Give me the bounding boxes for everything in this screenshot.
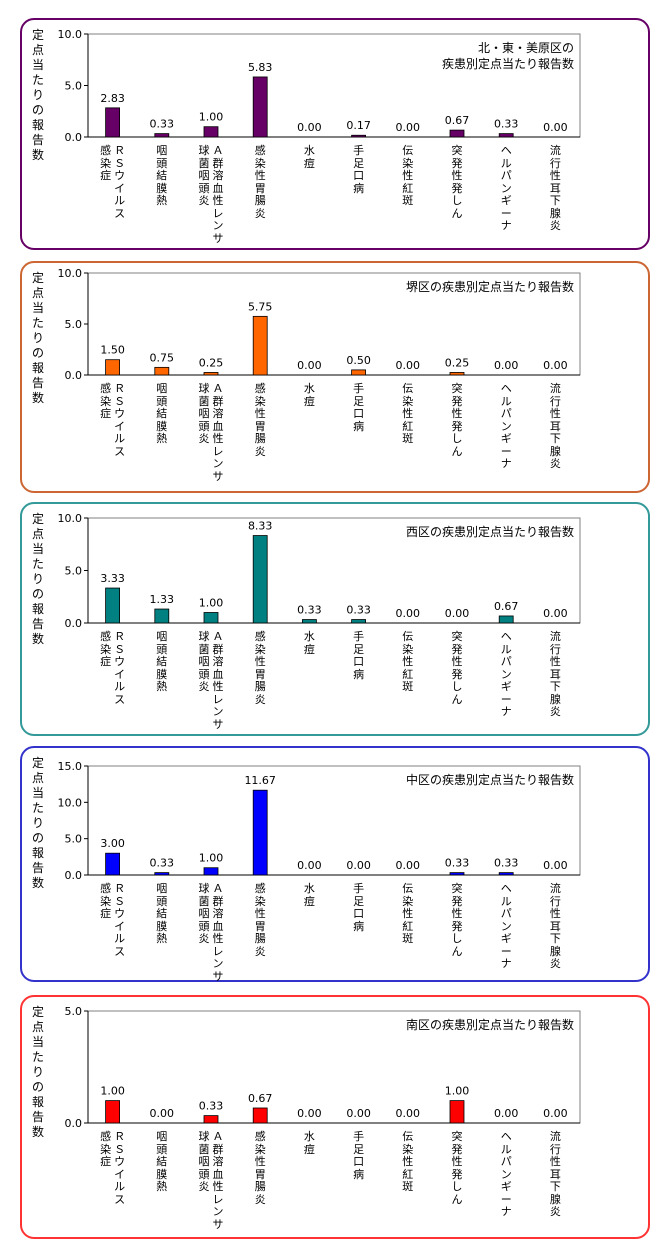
- y-axis-label: 定点当たりの報告数: [31, 1005, 44, 1139]
- x-category-label: ヘルパンギーナ: [500, 1130, 512, 1218]
- x-category-label: Ａ群溶血性レンサ: [212, 882, 224, 983]
- x-category-label: 球菌咽頭炎: [198, 144, 210, 207]
- x-category-label: 水痘: [303, 630, 315, 656]
- chart-title: 西区の疾患別定点当たり報告数: [405, 525, 574, 539]
- y-axis-label: 定点当たりの報告数: [31, 271, 44, 405]
- x-category-label: 手足口病: [353, 1130, 365, 1181]
- x-category-label: 咽頭結膜熱: [156, 882, 168, 945]
- x-category-label: ヘルパンギーナ: [500, 144, 512, 232]
- x-category-label: 感染症: [100, 630, 112, 668]
- x-category-label: ヘルパンギーナ: [500, 882, 512, 970]
- x-category-label: ＲＳウイルス: [114, 630, 126, 706]
- x-category-label: 感染性胃腸炎: [254, 882, 266, 958]
- x-category-label: 流行性耳下腺炎: [549, 1130, 561, 1218]
- x-category-label: 咽頭結膜熱: [156, 144, 168, 207]
- x-category-label: Ａ群溶血性レンサ: [212, 382, 224, 483]
- x-category-label: 突発性発しん: [451, 630, 463, 706]
- x-category-label: ＲＳウイルス: [114, 882, 126, 958]
- x-category-label: 水痘: [303, 882, 315, 908]
- x-category-label: 感染性胃腸炎: [254, 1130, 266, 1206]
- x-category-label: Ａ群溶血性レンサ: [212, 630, 224, 731]
- y-axis-label: 定点当たりの報告数: [31, 756, 44, 890]
- x-category-label: 咽頭結膜熱: [156, 382, 168, 445]
- x-category-label: 球菌咽頭炎: [198, 1130, 210, 1193]
- x-category-label: 球菌咽頭炎: [198, 882, 210, 945]
- x-category-label: 手足口病: [353, 382, 365, 433]
- x-category-label: 水痘: [303, 382, 315, 408]
- chart-title: 堺区の疾患別定点当たり報告数: [405, 280, 574, 294]
- x-category-label: 伝染性紅斑: [402, 382, 414, 445]
- x-category-label: Ａ群溶血性レンサ: [212, 144, 224, 245]
- x-category-label: 伝染性紅斑: [402, 144, 414, 207]
- x-category-label: 感染性胃腸炎: [254, 382, 266, 458]
- x-category-label: ＲＳウイルス: [114, 144, 126, 220]
- chart-title: 北・東・美原区の 疾患別定点当たり報告数: [441, 41, 574, 71]
- x-category-label: 感染性胃腸炎: [254, 630, 266, 706]
- chart-title: 南区の疾患別定点当たり報告数: [405, 1018, 574, 1032]
- y-axis-label: 定点当たりの報告数: [31, 512, 44, 646]
- x-category-label: 手足口病: [353, 630, 365, 681]
- x-category-label: 感染性胃腸炎: [254, 144, 266, 220]
- x-category-label: 伝染性紅斑: [402, 630, 414, 693]
- x-category-label: 球菌咽頭炎: [198, 630, 210, 693]
- x-category-label: 突発性発しん: [451, 382, 463, 458]
- x-category-label: ＲＳウイルス: [114, 1130, 126, 1206]
- x-category-label: 咽頭結膜熱: [156, 630, 168, 693]
- x-category-label: 手足口病: [353, 882, 365, 933]
- x-category-label: 突発性発しん: [451, 1130, 463, 1206]
- x-category-label: 感染症: [100, 144, 112, 182]
- x-category-label: 水痘: [303, 144, 315, 170]
- x-category-label: Ａ群溶血性レンサ: [212, 1130, 224, 1231]
- x-category-label: 流行性耳下腺炎: [549, 630, 561, 718]
- x-category-label: ＲＳウイルス: [114, 382, 126, 458]
- x-category-label: 咽頭結膜熱: [156, 1130, 168, 1193]
- x-category-label: 伝染性紅斑: [402, 882, 414, 945]
- x-category-label: 手足口病: [353, 144, 365, 195]
- x-category-label: ヘルパンギーナ: [500, 630, 512, 718]
- x-category-label: 流行性耳下腺炎: [549, 144, 561, 232]
- x-category-label: 流行性耳下腺炎: [549, 882, 561, 970]
- x-category-label: 突発性発しん: [451, 882, 463, 958]
- x-category-label: 流行性耳下腺炎: [549, 382, 561, 470]
- y-axis-label: 定点当たりの報告数: [31, 28, 44, 162]
- x-category-label: 感染症: [100, 882, 112, 920]
- chart-title: 中区の疾患別定点当たり報告数: [405, 773, 574, 787]
- x-category-label: 感染症: [100, 1130, 112, 1168]
- x-category-label: 伝染性紅斑: [402, 1130, 414, 1193]
- x-category-label: 球菌咽頭炎: [198, 382, 210, 445]
- x-category-label: 突発性発しん: [451, 144, 463, 220]
- x-category-label: ヘルパンギーナ: [500, 382, 512, 470]
- x-category-label: 水痘: [303, 1130, 315, 1156]
- x-category-label: 感染症: [100, 382, 112, 420]
